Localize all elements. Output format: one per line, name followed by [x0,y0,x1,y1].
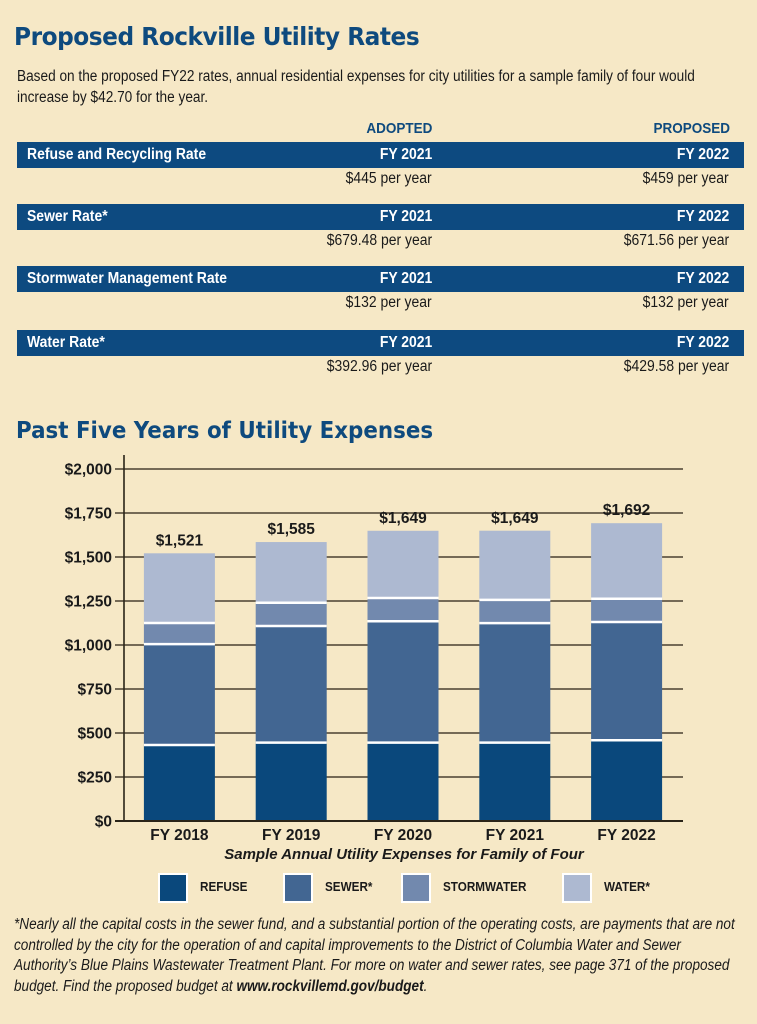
rate-row-values: $392.96 per year $429.58 per year [17,356,744,378]
proposed-value: $429.58 per year [623,358,729,375]
y-tick-label: $500 [78,726,112,743]
x-tick-label: FY 2020 [374,827,432,844]
bar-segment-stormwater [479,599,551,624]
chart-title: Past Five Years of Utility Expenses [16,418,434,444]
legend-swatch-stormwater [401,873,431,903]
legend-swatch-sewer [283,873,313,903]
bar-segment-refuse [479,742,551,821]
bar-segment-refuse [255,742,327,821]
x-tick-label: FY 2019 [262,827,321,844]
adopted-value: $392.96 per year [326,358,432,375]
y-tick-label: $2,000 [65,462,112,479]
chart-legend: REFUSE SEWER* STORMWATER WATER* [0,873,757,905]
adopted-year: FY 2021 [379,208,432,225]
adopted-column-header: ADOPTED [365,120,432,137]
y-tick-label: $0 [95,814,112,831]
adopted-year: FY 2021 [379,146,432,163]
proposed-value: $459 per year [642,170,729,187]
legend-label: WATER* [604,879,650,894]
adopted-value: $679.48 per year [326,232,432,249]
legend-label: SEWER* [325,879,373,894]
rate-row-header: Sewer Rate* FY 2021 FY 2022 [17,204,744,230]
proposed-year: FY 2022 [676,146,729,163]
footnote: *Nearly all the capital costs in the sew… [14,915,740,997]
proposed-year: FY 2022 [676,270,729,287]
rate-name: Refuse and Recycling Rate [27,146,207,163]
rate-name: Sewer Rate* [27,208,108,225]
bar-segment-water [143,553,215,623]
bar-total-label: $1,649 [379,510,427,527]
rate-row-values: $132 per year $132 per year [17,292,744,314]
bar-total-label: $1,692 [603,502,650,519]
legend-label: STORMWATER [443,879,527,894]
bar-segment-water [479,530,551,600]
budget-link[interactable]: www.rockvillemd.gov/budget [236,977,424,995]
bar-segment-stormwater [255,602,327,626]
legend-swatch-refuse [158,873,188,903]
bar-segment-sewer [367,621,439,743]
adopted-value: $445 per year [345,170,432,187]
adopted-year: FY 2021 [379,334,432,351]
adopted-year: FY 2021 [379,270,432,287]
proposed-column-header: PROPOSED [653,120,730,137]
bar-segment-stormwater [143,623,215,645]
x-tick-label: FY 2022 [597,827,655,844]
rate-row-header: Refuse and Recycling Rate FY 2021 FY 202… [17,142,744,168]
proposed-year: FY 2022 [676,334,729,351]
proposed-year: FY 2022 [676,208,729,225]
x-tick-label: FY 2021 [486,827,545,844]
bar-segment-refuse [367,742,439,821]
bar-total-label: $1,585 [267,521,315,538]
intro-text: Based on the proposed FY22 rates, annual… [17,68,695,106]
footnote-end: . [423,977,428,995]
y-tick-label: $1,500 [65,550,112,567]
bar-total-label: $1,649 [491,510,539,527]
page-title: Proposed Rockville Utility Rates [14,22,420,51]
proposed-value: $671.56 per year [623,232,729,249]
bar-segment-sewer [479,623,551,743]
bar-segment-water [255,542,327,603]
x-axis-label: Sample Annual Utility Expenses for Famil… [224,846,585,863]
bar-segment-refuse [591,740,663,821]
bar-segment-stormwater [367,598,439,622]
bar-total-label: $1,521 [156,532,204,549]
bar-segment-sewer [255,625,327,743]
stacked-bar-chart: $0 $250 $500 $750 $1,000 $1,250 $1,500 $1,750 $2… [65,455,683,863]
legend-swatch-water [562,873,592,903]
y-tick-label: $1,000 [65,638,112,655]
bar-segment-water [367,530,439,599]
y-tick-label: $750 [78,682,112,699]
y-tick-label: $1,250 [65,594,112,611]
bar-segment-sewer [591,622,663,741]
y-tick-label: $250 [78,770,112,787]
proposed-value: $132 per year [642,294,729,311]
y-tick-label: $1,750 [65,506,112,523]
bar-segment-refuse [143,744,215,821]
bar-segment-water [591,523,663,599]
rate-row-header: Stormwater Management Rate FY 2021 FY 20… [17,266,744,292]
legend-label: REFUSE [200,879,248,894]
rate-row-values: $445 per year $459 per year [17,168,744,190]
x-tick-label: FY 2018 [150,827,209,844]
bar-segment-stormwater [591,598,663,623]
adopted-value: $132 per year [345,294,432,311]
rate-name: Stormwater Management Rate [27,270,228,287]
bar-segment-sewer [143,644,215,745]
rate-row-values: $679.48 per year $671.56 per year [17,230,744,252]
rate-row-header: Water Rate* FY 2021 FY 2022 [17,330,744,356]
footnote-text: *Nearly all the capital costs in the sew… [14,916,735,995]
rate-name: Water Rate* [27,334,105,351]
